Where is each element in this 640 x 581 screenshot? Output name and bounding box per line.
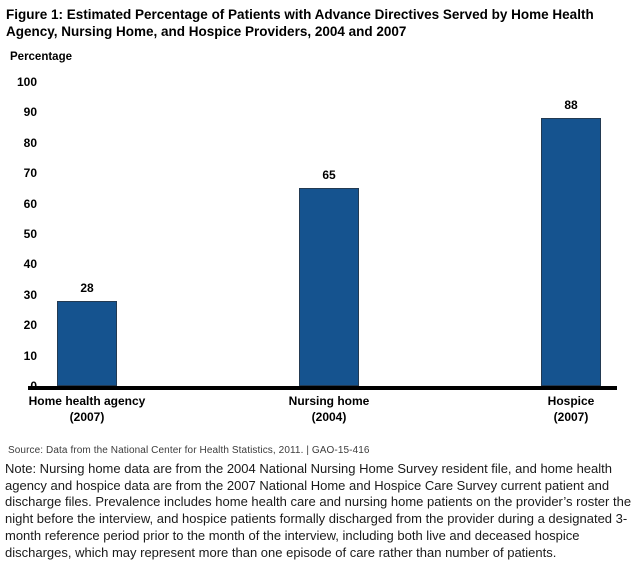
- category-label-line2: (2004): [311, 410, 347, 425]
- y-tick-70: 70: [23, 166, 37, 180]
- bar-value-label: 65: [322, 168, 336, 182]
- y-tick-40: 40: [23, 257, 37, 271]
- category-label-line2: (2007): [69, 410, 105, 425]
- y-tick-10: 10: [23, 349, 37, 363]
- figure-title: Figure 1: Estimated Percentage of Patien…: [6, 7, 594, 39]
- bar-group-hospice: 88: [541, 76, 601, 386]
- bar-chart: 100 90 80 70 60 50 40 30 20 10 0 28 65 8…: [0, 75, 640, 436]
- bar-value-label: 88: [564, 98, 578, 112]
- category-label-line1: Home health agency: [28, 394, 146, 408]
- x-axis-line: [28, 386, 617, 390]
- source-note: Source: Data from the National Center fo…: [8, 445, 370, 456]
- bar-group-nursing-home: 65: [299, 76, 359, 386]
- y-tick-50: 50: [23, 227, 37, 241]
- bar-home-health-agency: [57, 301, 117, 386]
- bar-hospice: [541, 118, 601, 386]
- x-label-nursing-home: Nursing home (2004): [239, 393, 419, 425]
- y-tick-90: 90: [23, 105, 37, 119]
- figure-note: Note: Nursing home data are from the 200…: [5, 461, 632, 560]
- bar-value-label: 28: [80, 281, 94, 295]
- y-axis-label: Percentage: [10, 51, 73, 63]
- bar-nursing-home: [299, 188, 359, 386]
- bar-group-home-health-agency: 28: [57, 76, 117, 386]
- y-tick-30: 30: [23, 288, 37, 302]
- category-label-line2: (2007): [553, 410, 589, 425]
- y-tick-60: 60: [23, 197, 37, 211]
- y-tick-80: 80: [23, 136, 37, 150]
- y-tick-100: 100: [16, 75, 37, 89]
- category-label-line1: Hospice: [547, 394, 595, 408]
- category-label-line1: Nursing home: [288, 394, 370, 408]
- x-label-hospice: Hospice (2007): [481, 393, 640, 425]
- y-tick-20: 20: [23, 318, 37, 332]
- x-label-home-health-agency: Home health agency (2007): [0, 393, 177, 425]
